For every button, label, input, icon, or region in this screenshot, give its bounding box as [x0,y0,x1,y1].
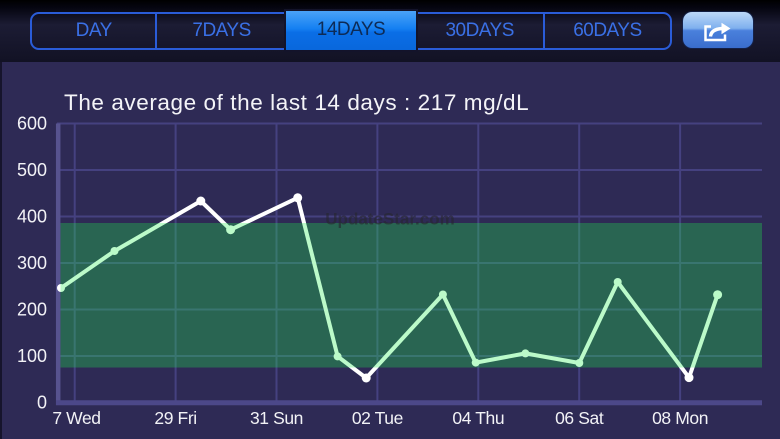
svg-text:300: 300 [17,253,47,273]
svg-text:600: 600 [17,114,47,134]
svg-text:7 Wed: 7 Wed [52,408,100,428]
svg-text:29 Fri: 29 Fri [154,408,196,428]
svg-text:500: 500 [17,160,47,180]
svg-text:02 Tue: 02 Tue [352,408,403,428]
svg-text:31 Sun: 31 Sun [250,408,303,428]
svg-text:08 Mon: 08 Mon [652,408,708,428]
svg-text:06 Sat: 06 Sat [555,408,604,428]
svg-text:04 Thu: 04 Thu [452,408,504,428]
svg-text:UpdateStar.com: UpdateStar.com [325,210,454,229]
svg-text:400: 400 [17,207,47,227]
svg-text:0: 0 [37,393,47,413]
svg-text:200: 200 [17,300,47,320]
svg-text:100: 100 [17,346,47,366]
